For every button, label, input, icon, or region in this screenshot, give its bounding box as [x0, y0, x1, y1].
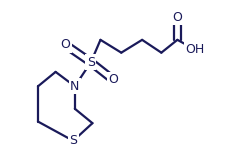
Text: O: O — [108, 73, 118, 86]
Text: OH: OH — [185, 43, 205, 56]
Text: N: N — [70, 80, 80, 93]
Text: S: S — [87, 56, 95, 69]
Text: O: O — [173, 11, 182, 24]
Text: O: O — [60, 38, 70, 51]
Text: S: S — [69, 134, 77, 147]
